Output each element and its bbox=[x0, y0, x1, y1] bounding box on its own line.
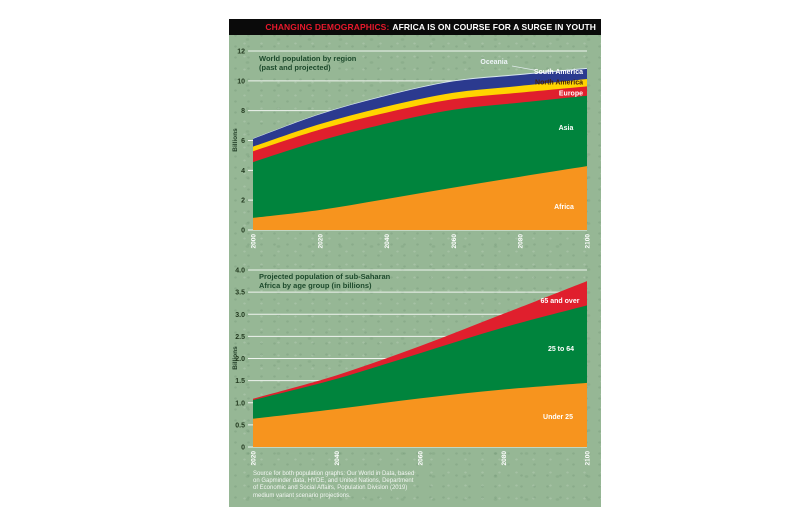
chart-title-line: Africa by age group (in billions) bbox=[259, 281, 372, 290]
area-label-north-america: North America bbox=[535, 80, 583, 87]
area-africa bbox=[253, 166, 587, 230]
area-under-25 bbox=[253, 382, 587, 447]
source-note-line: on Gapminder data, HYDE, and United Nati… bbox=[253, 478, 414, 485]
area-label-europe: Europe bbox=[559, 91, 583, 98]
source-note: Source for both population graphs: Our W… bbox=[253, 471, 443, 500]
source-note-line: Source for both population graphs: Our W… bbox=[253, 471, 415, 477]
x-tick-label: 2040 bbox=[384, 234, 391, 249]
y-tick-label: 1.0 bbox=[235, 400, 245, 407]
area-label-under-25: Under 25 bbox=[543, 414, 573, 421]
area-label-65-and-over: 65 and over bbox=[541, 298, 580, 305]
source-note-line: of Economic and Social Affairs, Populati… bbox=[253, 485, 408, 492]
header-bar: CHANGING DEMOGRAPHICS: AFRICA IS ON COUR… bbox=[229, 19, 601, 35]
y-tick-label: 1.5 bbox=[235, 378, 245, 385]
y-tick-label: 0 bbox=[241, 228, 245, 235]
y-tick-label: 10 bbox=[237, 78, 245, 85]
y-tick-label: 3.0 bbox=[235, 312, 245, 319]
x-tick-label: 2100 bbox=[585, 234, 592, 249]
x-tick-label: 2060 bbox=[451, 234, 458, 249]
x-tick-label: 2020 bbox=[317, 234, 324, 249]
y-tick-label: 2 bbox=[241, 198, 245, 205]
world-population-by-region-chart: 12 10 8 6 4 2 0 2000 2020 2040 2060 2080 2100 Oceania… bbox=[237, 49, 591, 249]
x-tick-label: 2000 bbox=[251, 234, 258, 249]
sub-saharan-chart-title: Projected population of sub-Saharan Afri… bbox=[259, 272, 390, 290]
y-tick-label: 4 bbox=[241, 168, 245, 175]
y-tick-label: 0.5 bbox=[235, 422, 245, 429]
chart-title-line: World population by region bbox=[259, 54, 357, 63]
y-tick-label: 6 bbox=[241, 138, 245, 145]
area-label-asia: Asia bbox=[559, 125, 574, 132]
x-tick-label: 2060 bbox=[418, 451, 425, 466]
plot-area: 12 10 8 6 4 2 0 2000 2020 2040 2060 2080 2100 Oceania… bbox=[237, 49, 591, 249]
x-tick-label: 2100 bbox=[585, 451, 592, 466]
y-tick-label: 0 bbox=[241, 445, 245, 452]
y-tick-label: 8 bbox=[241, 108, 245, 115]
area-label-oceania: Oceania bbox=[480, 59, 507, 66]
source-note-line: medium variant scenario projections. bbox=[253, 492, 351, 499]
area-label-25-to-64: 25 to 64 bbox=[548, 346, 574, 353]
header-title: AFRICA IS ON COURSE FOR A SURGE IN YOUTH bbox=[392, 22, 596, 32]
chart-title-line: (past and projected) bbox=[259, 63, 331, 72]
world-population-chart-title: World population by region (past and pro… bbox=[259, 54, 356, 72]
x-tick-label: 2040 bbox=[334, 451, 341, 466]
plot-area: 4.0 3.5 3.0 2.5 2.0 1.5 1.0 0.5 0 2020 2040 2060 208… bbox=[235, 268, 591, 466]
y-tick-label: 3.5 bbox=[235, 290, 245, 297]
y-tick-label: 2.5 bbox=[235, 334, 245, 341]
chart-title-line: Projected population of sub-Saharan bbox=[259, 272, 391, 281]
x-tick-label: 2020 bbox=[251, 451, 258, 466]
y-tick-label: 2.0 bbox=[235, 356, 245, 363]
sub-saharan-africa-age-chart: 4.0 3.5 3.0 2.5 2.0 1.5 1.0 0.5 0 2020 2040 2060 208… bbox=[235, 268, 591, 466]
header-kicker: CHANGING DEMOGRAPHICS: bbox=[265, 22, 390, 32]
x-tick-label: 2080 bbox=[501, 451, 508, 466]
area-label-africa: Africa bbox=[554, 204, 574, 211]
area-label-south-america: South America bbox=[534, 69, 583, 76]
oceania-leader-line bbox=[511, 65, 535, 71]
x-tick-label: 2080 bbox=[518, 234, 525, 249]
y-tick-label: 4.0 bbox=[235, 268, 245, 275]
infographic-panel: CHANGING DEMOGRAPHICS: AFRICA IS ON COUR… bbox=[229, 19, 601, 507]
y-tick-label: 12 bbox=[237, 49, 245, 56]
